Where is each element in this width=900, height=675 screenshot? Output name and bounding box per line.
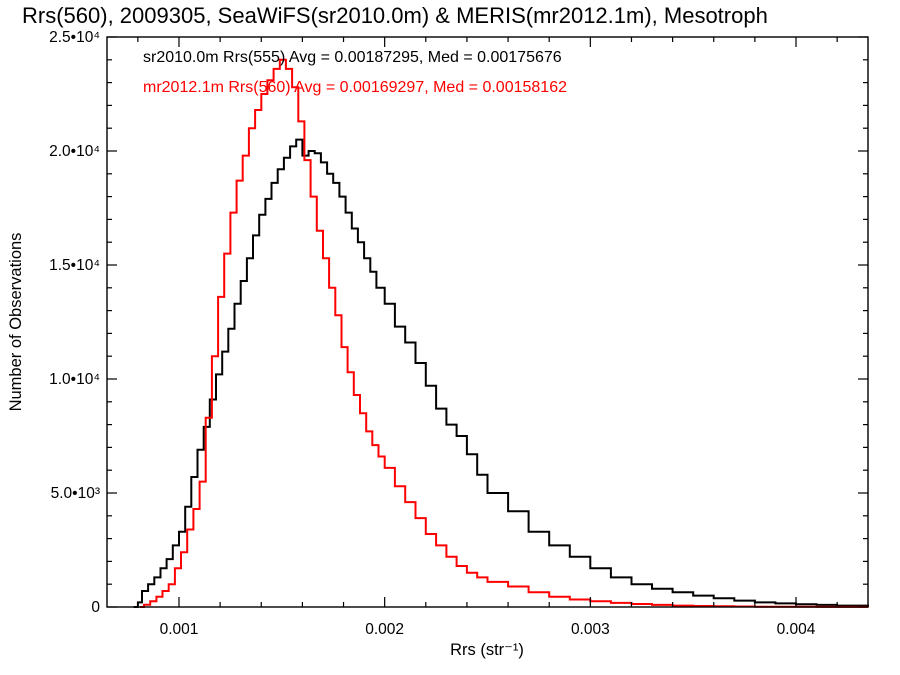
legend-entry-sr2010: sr2010.0m Rrs(555) Avg = 0.00187295, Med… — [143, 49, 562, 66]
y-tick-label: 1.5•10⁴ — [49, 257, 100, 274]
x-tick-label: 0.003 — [571, 621, 610, 638]
y-axis-ticks: 0 5.0•10³ 1.0•10⁴ 1.5•10⁴ 2.0•10⁴ 2.5•10⁴ — [49, 29, 868, 616]
series-line-1 — [139, 58, 869, 608]
chart-title: Rrs(560), 2009305, SeaWiFS(sr2010.0m) & … — [22, 3, 768, 28]
x-tick-label: 0.002 — [365, 621, 404, 638]
series-group — [133, 58, 869, 608]
legend-entry-mr2012: mr2012.1m Rrs(560) Avg = 0.00169297, Med… — [143, 79, 567, 96]
y-axis-label: Number of Observations — [7, 233, 25, 412]
y-tick-label: 0 — [91, 599, 100, 616]
y-tick-label: 2.5•10⁴ — [49, 29, 100, 46]
x-axis-label: Rrs (str⁻¹) — [450, 641, 524, 659]
y-tick-label: 5.0•10³ — [51, 485, 100, 502]
x-tick-label: 0.001 — [160, 621, 199, 638]
y-tick-label: 1.0•10⁴ — [49, 371, 100, 388]
series-line-0 — [133, 138, 869, 608]
x-axis-ticks: 0.001 0.002 0.003 0.004 — [137, 37, 838, 638]
y-tick-label: 2.0•10⁴ — [49, 143, 100, 160]
x-tick-label: 0.004 — [777, 621, 816, 638]
plot-frame — [106, 36, 869, 608]
